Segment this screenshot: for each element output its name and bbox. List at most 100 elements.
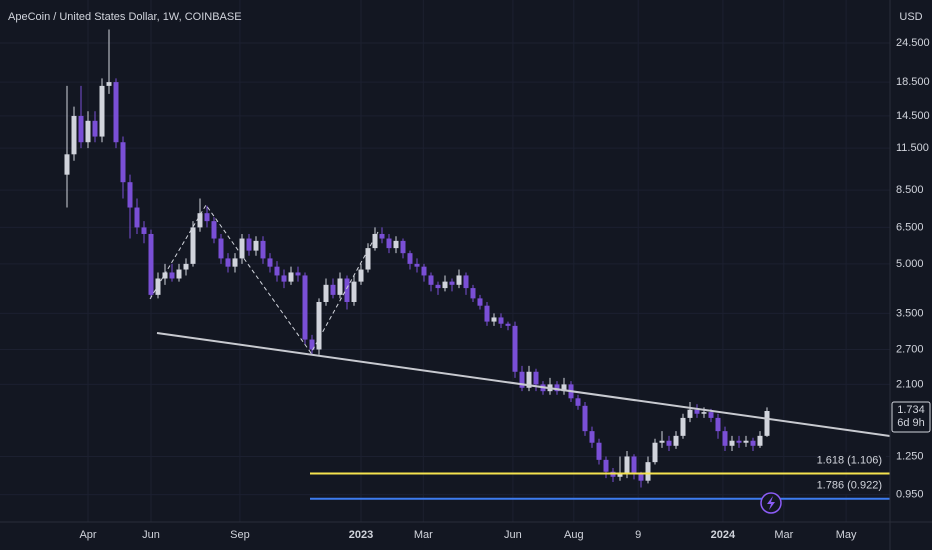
candle-body [64, 154, 70, 175]
candle-body [225, 258, 231, 267]
candle-body [470, 288, 476, 299]
candle-body [351, 281, 357, 302]
candle-body [169, 272, 175, 279]
candle-body [120, 142, 126, 183]
candle-body [316, 301, 322, 350]
candle-body [701, 412, 707, 414]
candle-body [134, 207, 140, 228]
candle-body [533, 371, 539, 385]
candle-body [414, 263, 420, 267]
candle-body [603, 459, 609, 472]
candle-body [757, 435, 763, 446]
candle-body [379, 233, 385, 239]
candle-body [638, 474, 644, 481]
candle-body [309, 339, 315, 350]
y-tick-label: 14.500 [896, 110, 930, 122]
y-tick-label: 1.250 [896, 450, 924, 462]
candle-body [302, 275, 308, 340]
candle-body [323, 284, 329, 302]
alert-bolt[interactable] [767, 496, 775, 510]
level-label: 1.618 (1.106) [817, 454, 882, 466]
candle-body [554, 384, 560, 392]
candle-body [141, 227, 147, 234]
candle-body [162, 272, 168, 279]
candle-body [582, 405, 588, 432]
candle-body [729, 440, 735, 446]
pattern-line [149, 204, 379, 354]
candle-body [78, 115, 84, 143]
candle-body [386, 238, 392, 249]
level-label: 1.786 (0.922) [817, 480, 882, 492]
x-tick-label: 9 [635, 529, 641, 541]
candle-body [92, 120, 98, 137]
candle-body [148, 233, 154, 295]
candle-body [708, 412, 714, 418]
x-tick-label: May [836, 529, 857, 541]
candle-body [526, 371, 532, 388]
candle-body [687, 409, 693, 418]
candle-body [330, 284, 336, 295]
candle-body [512, 325, 518, 372]
candle-body [561, 384, 567, 392]
candle-body [680, 417, 686, 436]
candle-body [498, 317, 504, 324]
candle-body [519, 371, 525, 388]
candle-body [463, 275, 469, 289]
candle-body [267, 258, 273, 267]
candle-body [666, 440, 672, 446]
alert-icon[interactable] [760, 492, 782, 514]
candle-body [624, 456, 630, 475]
candle-body [442, 281, 448, 289]
candle-body [211, 221, 217, 239]
candle-body [673, 435, 679, 446]
candle-body [358, 269, 364, 282]
x-tick-label: 2024 [711, 529, 736, 541]
x-tick-label: Sep [230, 529, 250, 541]
candle-body [491, 317, 497, 322]
candle-body [575, 398, 581, 406]
y-tick-label: 8.500 [896, 184, 924, 196]
price-tag-countdown: 6d 9h [897, 417, 925, 429]
candle-body [155, 278, 161, 295]
candle-body [428, 275, 434, 285]
candle-body [484, 305, 490, 322]
level-label-bg [820, 452, 886, 469]
candle-body [645, 462, 651, 481]
candle-body [260, 240, 266, 259]
chart-title: ApeCoin / United States Dollar, 1W, COIN… [8, 11, 242, 23]
candle-body [281, 275, 287, 282]
candle-body [722, 431, 728, 446]
price-tag-box [891, 401, 931, 433]
candle-body [337, 278, 343, 295]
candle-body [393, 240, 399, 249]
y-tick-label: 18.500 [896, 76, 930, 88]
candle-body [344, 278, 350, 302]
candle-body [190, 227, 196, 264]
candle-body [204, 213, 210, 222]
x-tick-label: Aug [564, 529, 584, 541]
y-tick-label: 0.950 [896, 489, 924, 501]
axes: 24.500 18.500 14.500 11.500 8.500 6.500 5.000 3… [79, 37, 929, 541]
candle-body [449, 281, 455, 285]
candle-body [750, 440, 756, 446]
y-tick-label: 3.500 [896, 307, 924, 319]
candle-body [400, 240, 406, 254]
candle-body [505, 323, 511, 326]
y-tick-label: 5.000 [896, 258, 924, 270]
y-tick-label: 11.500 [896, 142, 929, 154]
candle-body [239, 238, 245, 259]
candle-body [71, 115, 77, 155]
candle-body [589, 431, 595, 443]
candle-body [365, 248, 371, 270]
candle-body [274, 266, 280, 276]
levels: 1.618 (1.106) 1.786 (0.922) [310, 452, 890, 500]
candle-body [232, 258, 238, 267]
x-tick-label: Mar [414, 529, 433, 541]
currency-label: USD [899, 11, 922, 23]
candle-body [652, 442, 658, 463]
candle-body [617, 474, 623, 477]
candle-body [295, 272, 301, 276]
